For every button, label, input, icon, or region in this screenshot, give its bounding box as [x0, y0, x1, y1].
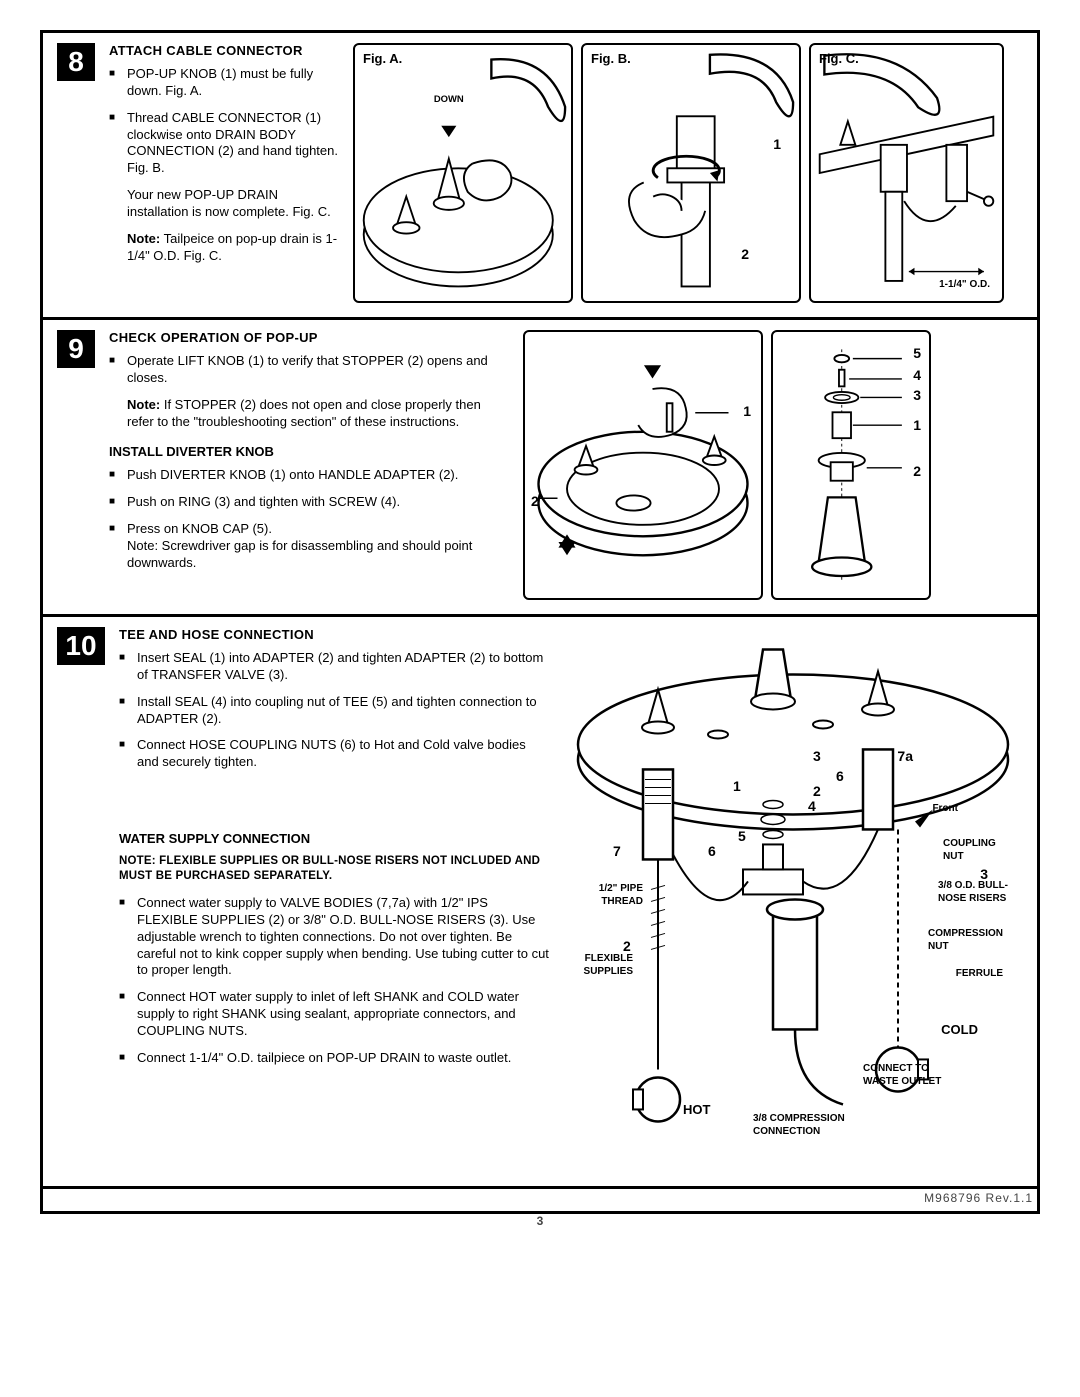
figc-od: 1-1/4" O.D.: [939, 278, 990, 291]
step10-diagram: 1 2 3 4 5 6 6 7 7a Front COUPLING NUT 3 …: [563, 627, 1023, 1172]
fig9-left-svg: [529, 336, 757, 594]
page-number: 3: [537, 1214, 544, 1230]
fig9r-c4: 4: [913, 366, 921, 384]
lbl-half-pipe: 1/2" PIPE THREAD: [573, 882, 643, 908]
fig9r-c5: 5: [913, 344, 921, 362]
d-c6b: 6: [836, 767, 844, 785]
step8-para1: Your new POP-UP DRAIN installation is no…: [127, 187, 339, 221]
fig-a: Fig. A.: [353, 43, 573, 303]
fig9-right: 5 4 3 1 2: [771, 330, 931, 600]
fig9l-c1: 1: [743, 402, 751, 420]
lbl-cold: COLD: [941, 1022, 978, 1039]
step-number-9: 9: [57, 330, 95, 368]
step-number-10: 10: [57, 627, 105, 665]
step9-note: Note: If STOPPER (2) does not open and c…: [127, 397, 509, 431]
fig-b-svg: [587, 49, 795, 297]
fig-a-svg: DOWN: [359, 49, 567, 297]
d-c5: 5: [738, 827, 746, 845]
step8-bullets: POP-UP KNOB (1) must be fully down. Fig.…: [109, 66, 339, 177]
step10-bullets2: Connect water supply to VALVE BODIES (7,…: [119, 895, 549, 1067]
step-number-8: 8: [57, 43, 95, 81]
step9-bullets1: Operate LIFT KNOB (1) to verify that STO…: [109, 353, 509, 387]
lbl-front: Front: [932, 802, 958, 815]
lbl-waste: CONNECT TO WASTE OUTLET: [863, 1062, 953, 1088]
step10-title1: TEE AND HOSE CONNECTION: [119, 627, 549, 644]
lbl-bullnose: 3/8 O.D. BULL-NOSE RISERS: [938, 879, 1013, 905]
page-footer: M968796 Rev.1.1: [43, 1189, 1037, 1211]
step8-figures: Fig. A.: [353, 43, 1004, 303]
fig-c-svg: [815, 49, 998, 297]
step8-title: ATTACH CABLE CONNECTOR: [109, 43, 339, 60]
d-c7a: 7a: [897, 747, 913, 765]
lbl-38comp: 3/8 COMPRESSION CONNECTION: [753, 1112, 883, 1138]
lbl-ferrule: FERRULE: [956, 967, 1003, 980]
step10-title2: WATER SUPPLY CONNECTION: [119, 831, 549, 848]
fig-b-label: Fig. B.: [591, 51, 631, 68]
fig9l-c2: 2: [531, 492, 539, 510]
lbl-flex: FLEXIBLE SUPPLIES: [573, 952, 633, 978]
lbl-compression-nut: COMPRESSION NUT: [928, 927, 1013, 953]
lbl-hot: HOT: [683, 1102, 710, 1119]
fig-b: Fig. B. 1 2: [581, 43, 801, 303]
step9-title1: CHECK OPERATION OF POP-UP: [109, 330, 509, 347]
d-c1: 1: [733, 777, 741, 795]
d-c4: 4: [808, 797, 816, 815]
step-9: 9 CHECK OPERATION OF POP-UP Operate LIFT…: [43, 320, 1037, 617]
figb-callout-2: 2: [741, 245, 749, 263]
step10-b2-1: Connect water supply to VALVE BODIES (7,…: [119, 895, 549, 979]
fig9r-c2: 2: [913, 462, 921, 480]
fig9r-c1: 1: [913, 416, 921, 434]
step9-figures: 1 2: [523, 330, 931, 600]
d-c3: 3: [813, 747, 821, 765]
step10-b2-3: Connect 1-1/4" O.D. tailpiece on POP-UP …: [119, 1050, 549, 1067]
step8-bullet-1: POP-UP KNOB (1) must be fully down. Fig.…: [109, 66, 339, 100]
step9-title2: INSTALL DIVERTER KNOB: [109, 444, 509, 461]
step10-b2-2: Connect HOT water supply to inlet of lef…: [119, 989, 549, 1040]
page-number-row: 3: [40, 1214, 1040, 1236]
step9-b1-1: Operate LIFT KNOB (1) to verify that STO…: [109, 353, 509, 387]
rev-number: M968796 Rev.1.1: [924, 1191, 1033, 1207]
step10-note-caps: NOTE: FLEXIBLE SUPPLIES OR BULL-NOSE RIS…: [119, 854, 549, 883]
fig-c: Fig. C.: [809, 43, 1004, 303]
fig-c-label: Fig. C.: [819, 51, 859, 68]
step-10: 10 TEE AND HOSE CONNECTION Insert SEAL (…: [43, 617, 1037, 1189]
step10-b1-1: Insert SEAL (1) into ADAPTER (2) and tig…: [119, 650, 549, 684]
step9-b2-3: Press on KNOB CAP (5). Note: Screwdriver…: [109, 521, 509, 572]
fig9-left: 1 2: [523, 330, 763, 600]
step10-b1-2: Install SEAL (4) into coupling nut of TE…: [119, 694, 549, 728]
step10-bullets1: Insert SEAL (1) into ADAPTER (2) and tig…: [119, 650, 549, 771]
svg-text:DOWN: DOWN: [434, 94, 464, 105]
d-c7: 7: [613, 842, 621, 860]
step9-bullets2: Push DIVERTER KNOB (1) onto HANDLE ADAPT…: [109, 467, 509, 571]
step9-b2-2: Push on RING (3) and tighten with SCREW …: [109, 494, 509, 511]
fig-a-label: Fig. A.: [363, 51, 402, 68]
d-c6: 6: [708, 842, 716, 860]
step9-b2-1: Push DIVERTER KNOB (1) onto HANDLE ADAPT…: [109, 467, 509, 484]
figb-callout-1: 1: [773, 135, 781, 153]
step8-para2: Note: Tailpeice on pop-up drain is 1-1/4…: [127, 231, 339, 265]
fig9r-c3: 3: [913, 386, 921, 404]
step-8: 8 ATTACH CABLE CONNECTOR POP-UP KNOB (1)…: [43, 33, 1037, 320]
lbl-coupling-nut: COUPLING NUT: [943, 837, 1003, 863]
step8-bullet-2: Thread CABLE CONNECTOR (1) clockwise ont…: [109, 110, 339, 178]
fig9-right-svg: [777, 336, 925, 594]
step10-b1-3: Connect HOSE COUPLING NUTS (6) to Hot an…: [119, 737, 549, 771]
